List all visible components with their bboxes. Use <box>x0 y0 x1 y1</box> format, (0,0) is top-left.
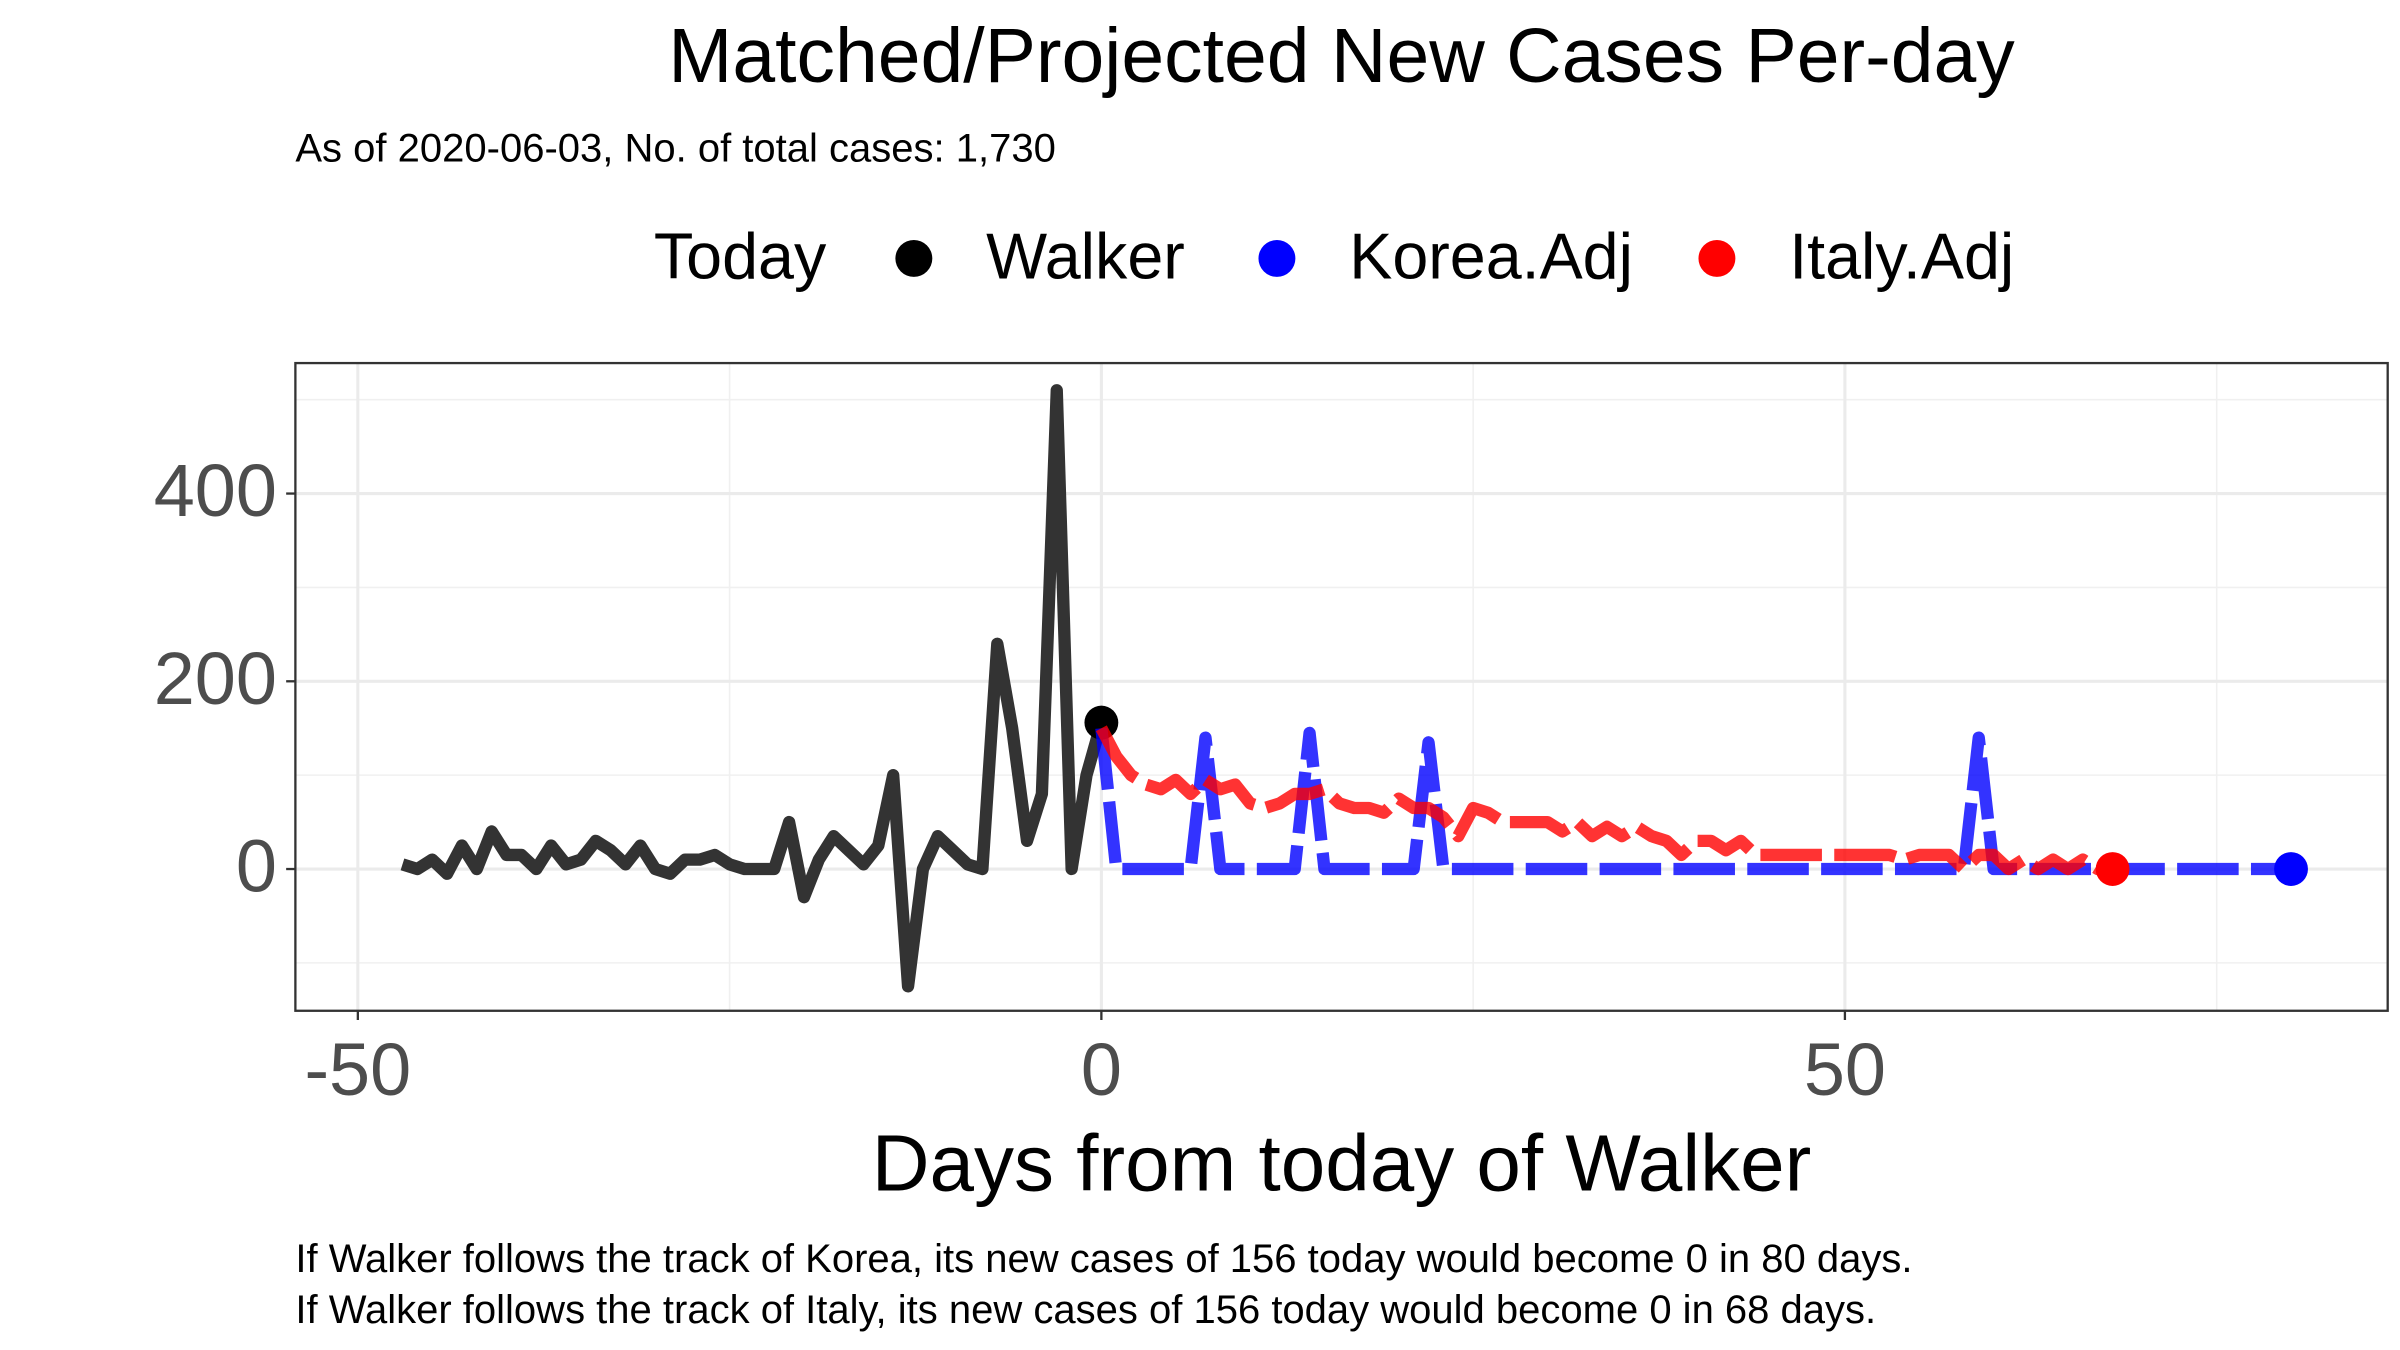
legend-label: Korea.Adj <box>1349 221 1633 293</box>
legend-label: Walker <box>986 221 1185 293</box>
today-point <box>2274 852 2308 886</box>
series-line <box>1095 726 2292 876</box>
legend-title: Today <box>654 221 827 293</box>
note: If Walker follows the track of Italy, it… <box>295 1288 1876 1332</box>
today-point <box>2095 852 2130 886</box>
y-tick-label: 0 <box>236 825 277 908</box>
y-tick-label: 400 <box>154 449 277 532</box>
x-axis-label: Days from today of Walker <box>872 1118 1812 1207</box>
series-line <box>400 384 1108 993</box>
legend-key <box>895 240 933 277</box>
x-tick-label: 50 <box>1804 1028 1886 1111</box>
plot-border <box>294 361 2389 1012</box>
legend-key <box>1698 240 1736 277</box>
chart-title: Matched/Projected New Cases Per-day <box>668 13 2015 99</box>
x-tick-label: 0 <box>1081 1028 1122 1111</box>
y-tick-label: 200 <box>154 637 277 720</box>
x-tick-label: -50 <box>304 1028 411 1111</box>
legend-label: Italy.Adj <box>1789 221 2014 293</box>
today-point <box>1084 705 1119 740</box>
note: If Walker follows the track of Korea, it… <box>295 1237 1912 1281</box>
series-line <box>1095 725 2113 876</box>
chart-subtitle: As of 2020-06-03, No. of total cases: 1,… <box>295 126 1055 170</box>
legend-key <box>1258 240 1296 277</box>
